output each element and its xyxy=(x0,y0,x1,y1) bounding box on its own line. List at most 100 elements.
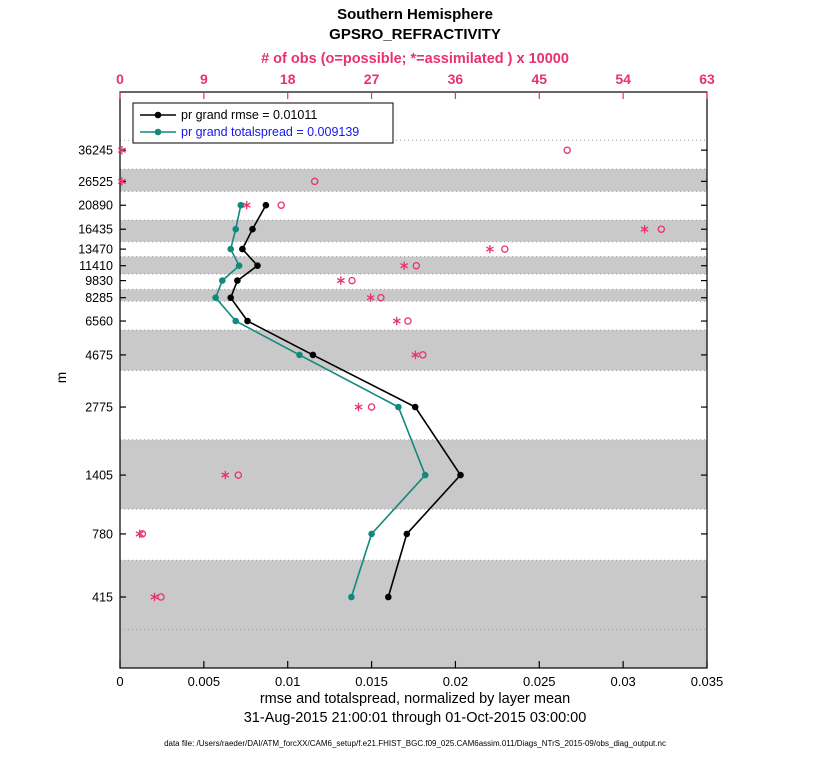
assimilated-marker xyxy=(485,244,494,254)
rmse-point xyxy=(411,403,419,411)
shaded-band xyxy=(120,439,707,510)
rmse-point xyxy=(239,245,246,253)
top-tick-label: 63 xyxy=(699,71,715,87)
spread-point xyxy=(421,471,429,479)
top-tick-label: 54 xyxy=(615,71,631,87)
possible-marker xyxy=(310,177,319,186)
assimilated-marker xyxy=(400,261,409,270)
datafile-path: data file: /Users/raeder/DAI/ATM_forcXX/… xyxy=(164,739,666,748)
top-tick-label: 0 xyxy=(116,71,124,87)
chart-subtitle: GPSRO_REFRACTIVITY xyxy=(329,26,501,43)
spread-point xyxy=(296,351,303,359)
rmse-line xyxy=(229,204,462,598)
possible-marker xyxy=(277,201,285,209)
y-tick-label: 16435 xyxy=(78,223,113,237)
y-tick-label: 1405 xyxy=(85,469,113,483)
spread-point xyxy=(237,201,245,209)
y-tick-label: 26525 xyxy=(78,175,113,189)
y-tick-label: 415 xyxy=(92,591,113,605)
rmse-point xyxy=(309,351,317,359)
x-tick-label: 0.025 xyxy=(523,674,556,689)
top-tick-label: 18 xyxy=(280,71,296,87)
possible-marker xyxy=(234,471,243,479)
possible-marker xyxy=(501,245,509,253)
possible-marker xyxy=(377,293,385,302)
possible-marker xyxy=(404,317,412,325)
possible-marker xyxy=(657,225,666,233)
x-tick-label: 0.01 xyxy=(275,674,300,689)
rmse-point xyxy=(234,277,241,284)
y-tick-label: 11410 xyxy=(79,259,113,273)
legend-label-rmse: pr grand rmse = 0.01011 xyxy=(181,108,317,122)
top-tick-label: 36 xyxy=(448,71,464,87)
y-tick-label: 6560 xyxy=(85,315,113,329)
rmse-point xyxy=(244,317,251,325)
x-tick-label: 0.005 xyxy=(188,674,221,689)
assimilated-marker xyxy=(354,402,363,412)
assimilated-marker xyxy=(242,201,251,210)
assimilated-marker xyxy=(640,225,649,234)
y-tick-label: 4675 xyxy=(85,348,113,362)
x-tick-label: 0.035 xyxy=(691,674,724,689)
y-tick-label: 36245 xyxy=(78,144,113,158)
shaded-band xyxy=(120,330,707,371)
assimilated-marker xyxy=(392,316,401,326)
spread-point xyxy=(235,262,243,270)
assimilated-marker xyxy=(150,592,159,602)
rmse-point xyxy=(403,530,411,538)
x-tick-label: 0.02 xyxy=(443,674,468,689)
spread-point xyxy=(348,593,355,601)
x-tick-label: 0.015 xyxy=(355,674,388,689)
spread-line xyxy=(214,205,427,598)
y-tick-label: 2775 xyxy=(85,401,113,415)
rmse-point xyxy=(227,294,234,302)
spread-point xyxy=(227,245,234,253)
legend-marker-rmse xyxy=(154,111,162,119)
rmse-point xyxy=(457,471,464,479)
spread-point xyxy=(232,317,239,325)
assimilated-marker xyxy=(411,350,420,360)
x-axis-label: rmse and totalspread, normalized by laye… xyxy=(259,691,571,707)
rmse-point xyxy=(385,593,392,601)
possible-marker xyxy=(412,261,421,270)
spread-point xyxy=(212,294,219,302)
spread-point xyxy=(232,225,239,233)
legend-marker-spread xyxy=(154,128,162,136)
rmse-point xyxy=(254,262,261,270)
assimilated-marker xyxy=(366,293,375,302)
chart-title: Southern Hemisphere xyxy=(337,6,493,23)
possible-marker xyxy=(348,276,356,285)
shaded-band xyxy=(120,560,707,668)
y-tick-label: 9830 xyxy=(85,274,113,288)
possible-marker xyxy=(419,351,427,359)
y-tick-label: 13470 xyxy=(78,243,113,257)
legend-label-spread: pr grand totalspread = 0.009139 xyxy=(181,125,359,139)
axis-box xyxy=(119,91,708,669)
assimilated-marker xyxy=(336,276,345,285)
rmse-point xyxy=(249,225,256,233)
possible-marker xyxy=(563,146,571,154)
top-tick-label: 9 xyxy=(200,71,208,87)
top-tick-label: 45 xyxy=(531,71,547,87)
top-tick-label: 27 xyxy=(364,71,380,87)
spread-point xyxy=(368,530,375,538)
assimilated-marker xyxy=(117,146,126,155)
shaded-band xyxy=(120,220,707,242)
shaded-band xyxy=(120,289,707,302)
y-tick-label: 780 xyxy=(92,527,113,541)
possible-marker xyxy=(367,403,376,411)
legend-box xyxy=(132,102,394,144)
spread-point xyxy=(219,277,226,284)
y-tick-label: 20890 xyxy=(78,199,113,213)
top-axis-label: # of obs (o=possible; *=assimilated ) x … xyxy=(261,51,569,67)
rmse-point xyxy=(262,201,270,209)
assimilated-marker xyxy=(221,470,230,480)
assimilated-marker xyxy=(117,177,126,186)
y-tick-label: 8285 xyxy=(85,291,113,305)
x-tick-label: 0.03 xyxy=(610,674,635,689)
x-tick-label: 0 xyxy=(116,674,123,689)
possible-marker xyxy=(138,530,147,538)
date-range: 31-Aug-2015 21:00:01 through 01-Oct-2015… xyxy=(243,710,587,726)
